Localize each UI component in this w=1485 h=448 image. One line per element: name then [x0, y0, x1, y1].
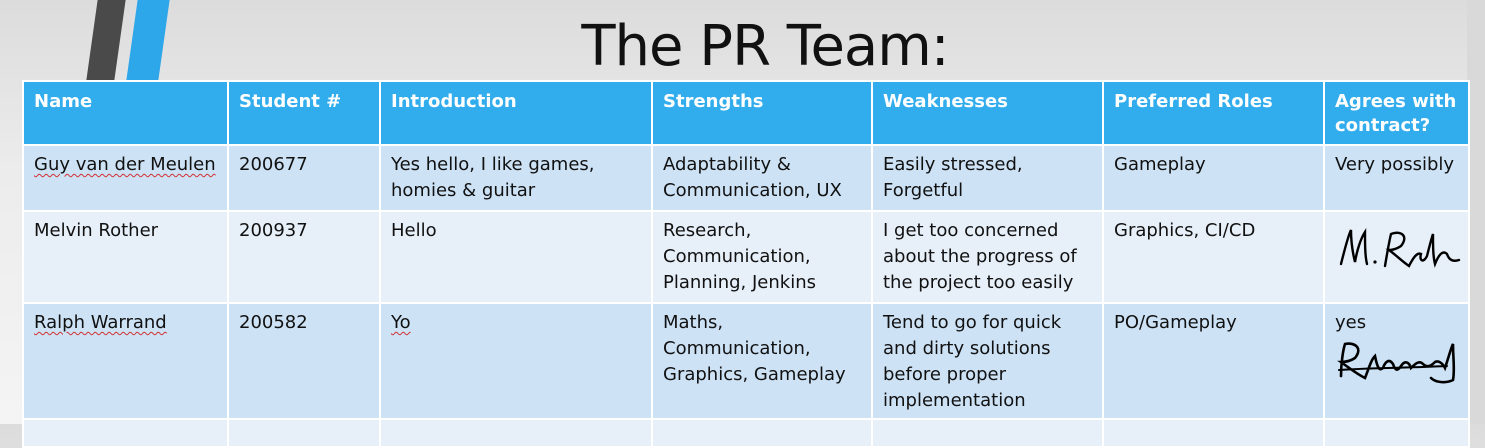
cell-empty: [227, 418, 381, 448]
cell-empty: [1323, 418, 1470, 448]
cell-intro: Yes hello, I like games, homies & guitar: [379, 144, 653, 212]
cell-student: 200937: [227, 210, 381, 304]
slide-title: The PR Team:: [581, 14, 949, 79]
signature-ralph: [1337, 342, 1456, 384]
cell-empty: [22, 418, 229, 448]
name-text: Ralph Warrand: [34, 312, 167, 333]
cell-roles: Graphics, CI/CD: [1102, 210, 1325, 304]
header-row: Name Student # Introduction Strengths We…: [22, 80, 1470, 146]
header-strengths: Strengths: [651, 80, 873, 146]
agrees-text: yes: [1335, 312, 1367, 333]
name-text: Guy van der Meulen: [34, 154, 216, 175]
cell-empty: [651, 418, 873, 448]
cell-agrees: [1323, 210, 1470, 304]
cell-name: Guy van der Meulen: [22, 144, 229, 212]
team-table: Name Student # Introduction Strengths We…: [22, 80, 1470, 448]
table-row: Ralph Warrand 200582 Yo Maths, Communica…: [22, 302, 1470, 420]
table-row: Melvin Rother 200937 Hello Research, Com…: [22, 210, 1470, 304]
cell-agrees: Very possibly: [1323, 144, 1470, 212]
cell-strengths: Research, Communication, Planning, Jenki…: [651, 210, 873, 304]
intro-text: Yo: [391, 312, 411, 333]
header-introduction: Introduction: [379, 80, 653, 146]
header-student: Student #: [227, 80, 381, 146]
cell-empty: [871, 418, 1104, 448]
cell-agrees: yes: [1323, 302, 1470, 420]
cell-student: 200677: [227, 144, 381, 212]
table-row: Guy van der Meulen 200677 Yes hello, I l…: [22, 144, 1470, 212]
signature-melvin: [1339, 228, 1461, 268]
cell-intro: Yo: [379, 302, 653, 420]
cell-name: Melvin Rother: [22, 210, 229, 304]
cell-weaknesses: Easily stressed, Forgetful: [871, 144, 1104, 212]
header-roles: Preferred Roles: [1102, 80, 1325, 146]
intro-text: Yes hello, I like games, homies & guitar: [391, 154, 595, 201]
table-row: [22, 418, 1470, 448]
header-name: Name: [22, 80, 229, 146]
header-weaknesses: Weaknesses: [871, 80, 1104, 146]
cell-strengths: Maths, Communication, Graphics, Gameplay: [651, 302, 873, 420]
cell-empty: [379, 418, 653, 448]
cell-weaknesses: I get too concerned about the progress o…: [871, 210, 1104, 304]
cell-intro: Hello: [379, 210, 653, 304]
cell-name: Ralph Warrand: [22, 302, 229, 420]
cell-roles: Gameplay: [1102, 144, 1325, 212]
cell-roles: PO/Gameplay: [1102, 302, 1325, 420]
slide-edge: [1467, 0, 1485, 424]
cell-empty: [1102, 418, 1325, 448]
cell-weaknesses: Tend to go for quick and dirty solutions…: [871, 302, 1104, 420]
cell-strengths: Adaptability & Communication, UX: [651, 144, 873, 212]
header-agrees: Agrees with contract?: [1323, 80, 1470, 146]
cell-student: 200582: [227, 302, 381, 420]
